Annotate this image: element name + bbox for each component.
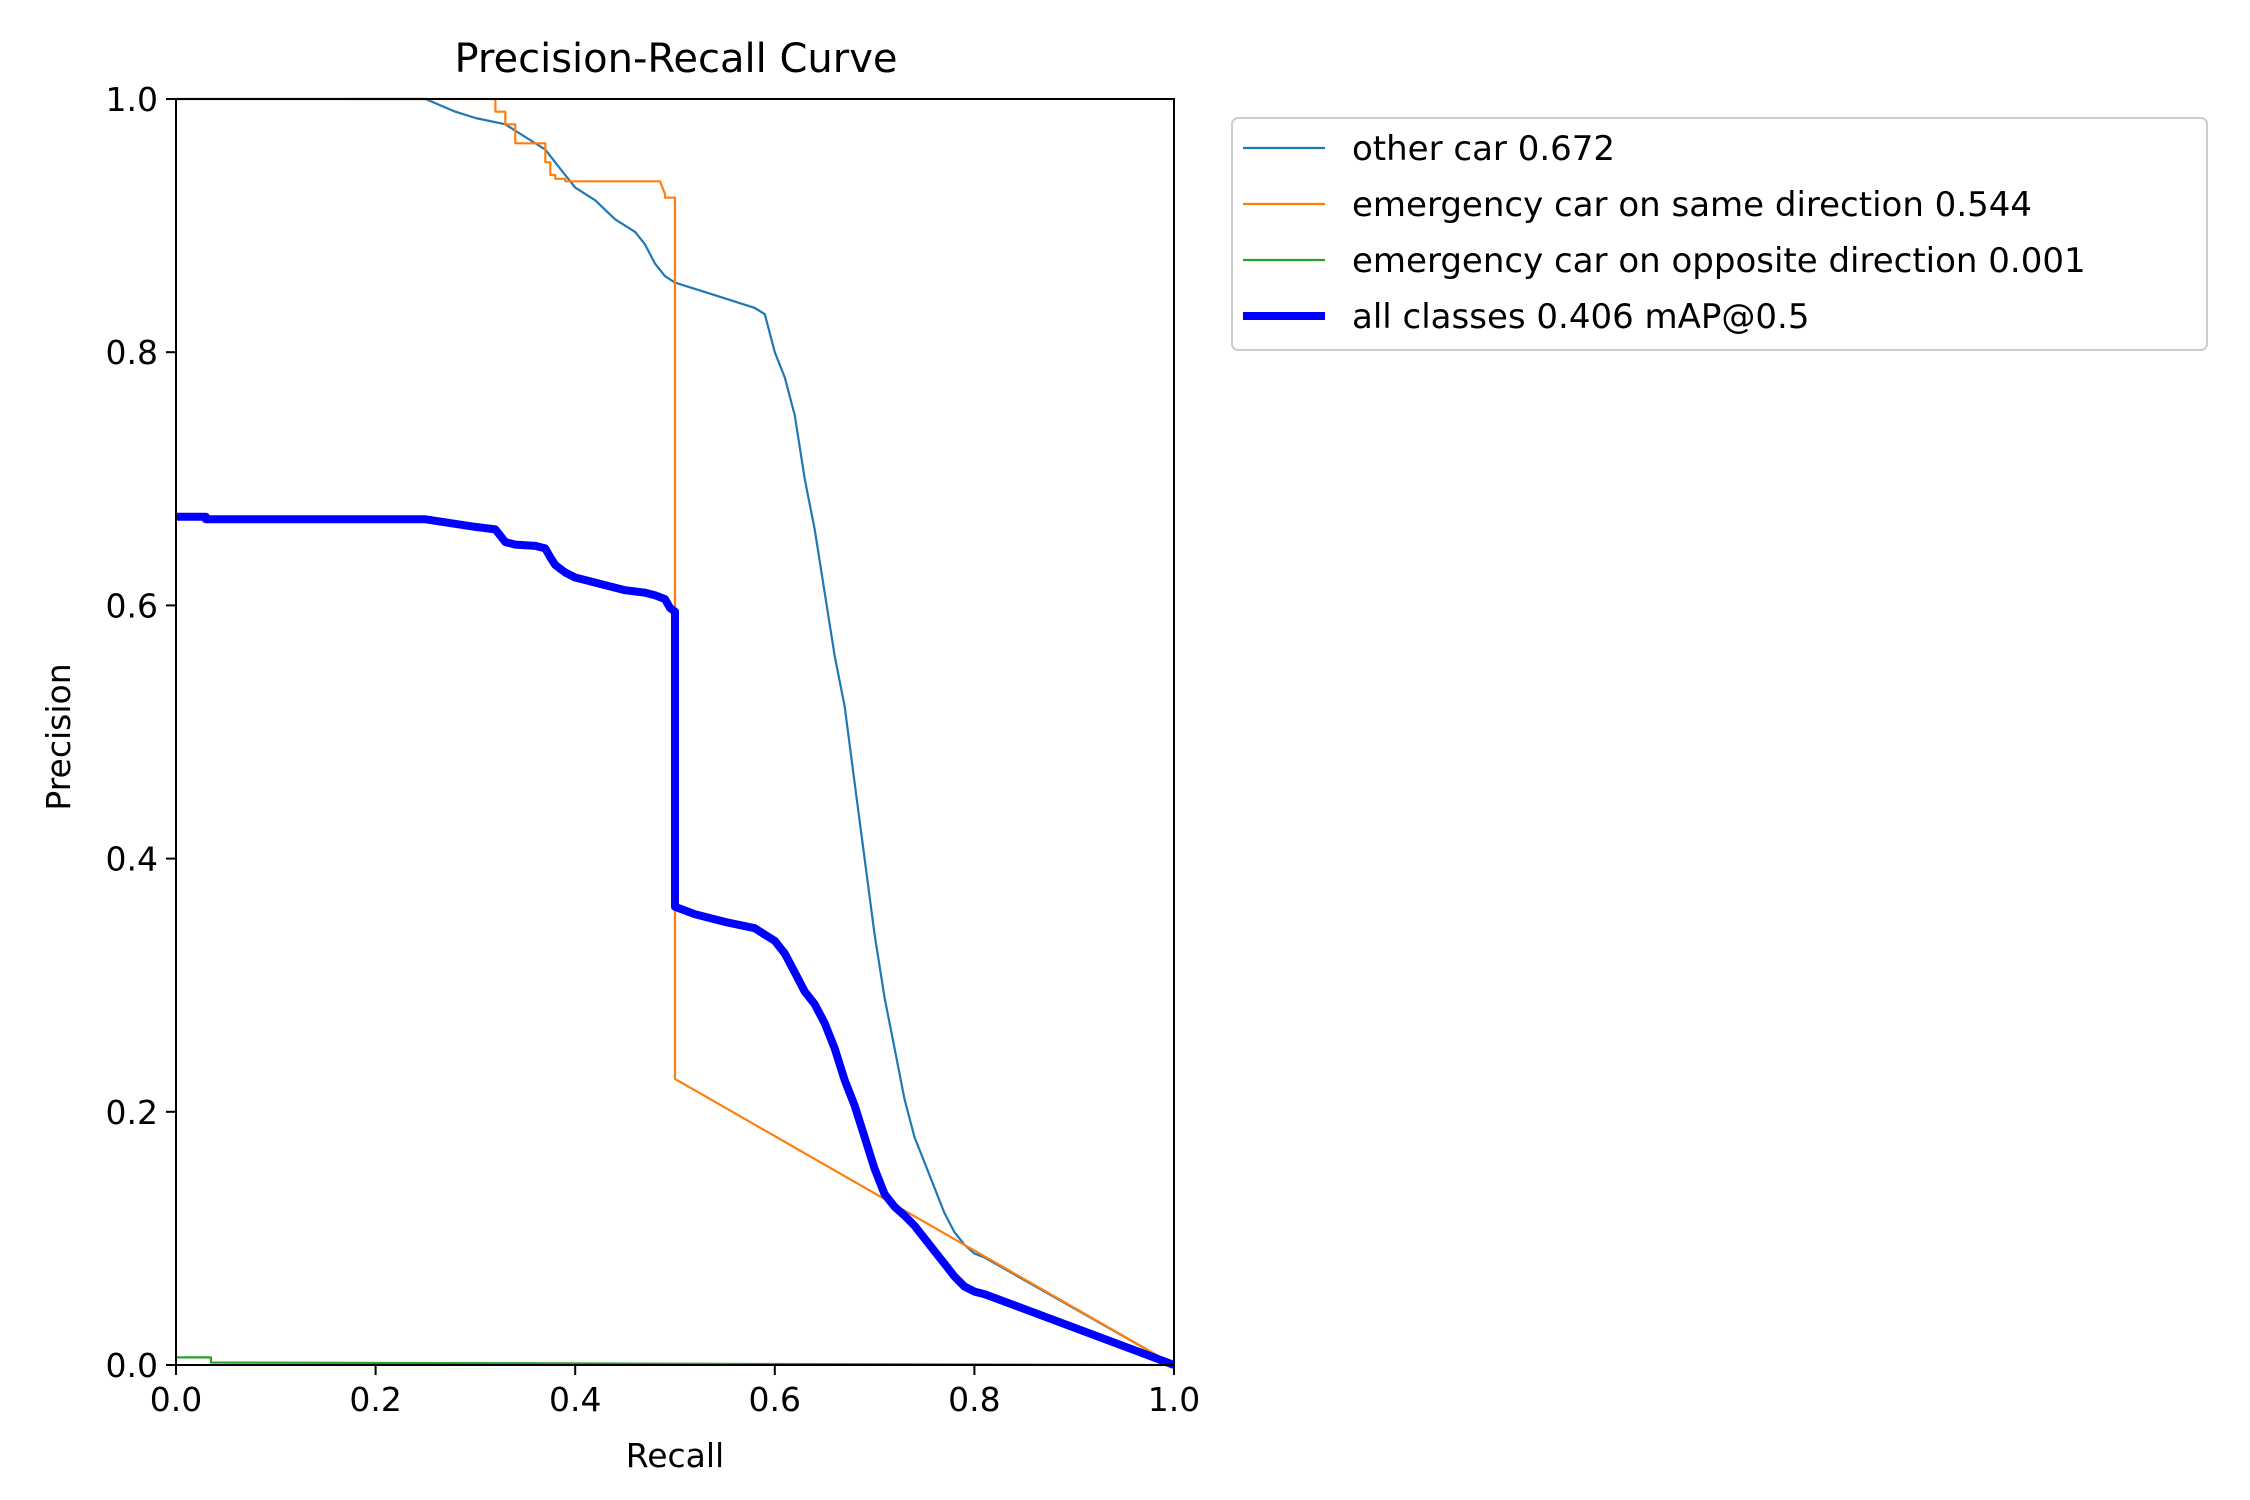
y-tick-label: 0.6 [106,586,158,625]
y-tick-label: 0.0 [106,1346,158,1385]
x-axis: 0.0 0.2 0.4 0.6 0.8 1.0 [150,1365,1200,1419]
y-axis-label: Precision [39,663,78,810]
x-tick-label: 0.6 [749,1380,801,1419]
x-tick-label: 0.0 [150,1380,202,1419]
x-axis-label: Recall [626,1436,724,1475]
x-tick-label: 0.2 [349,1380,401,1419]
x-tick-label: 0.4 [549,1380,601,1419]
legend-box [1231,117,2208,351]
x-tick-label: 1.0 [1148,1380,1200,1419]
y-tick-label: 0.8 [106,333,158,372]
legend-label: other car 0.672 [1352,129,1615,169]
x-tick-label: 0.8 [948,1380,1000,1419]
legend: other car 0.672 emergency car on same dir… [1231,117,2208,351]
y-tick-label: 1.0 [106,80,158,119]
series-layer [176,97,1176,1369]
y-tick-label: 0.2 [106,1093,158,1132]
plot-frame [175,98,1175,1366]
legend-label: all classes 0.406 mAP@0.5 [1352,297,1809,337]
y-tick-label: 0.4 [106,840,158,879]
legend-label: emergency car on same direction 0.544 [1352,185,2032,225]
series-line-2 [345,97,1175,1366]
series-line-1 [176,97,1175,1366]
series-line-3 [176,1356,1175,1367]
series-line-4 [176,512,1176,1369]
legend-label: emergency car on opposite direction 0.00… [1352,241,2086,281]
y-axis: 0.0 0.2 0.4 0.6 0.8 1.0 [106,80,176,1385]
legend-items: other car 0.672 emergency car on same dir… [1243,129,2086,337]
chart-title: Precision-Recall Curve [455,36,898,82]
